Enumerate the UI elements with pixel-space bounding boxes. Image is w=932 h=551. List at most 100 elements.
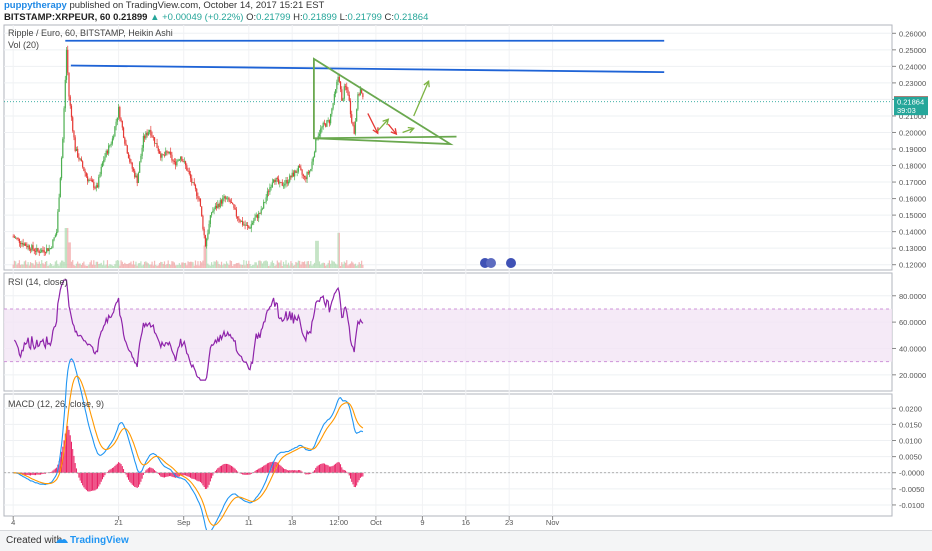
volume-bar (249, 264, 251, 268)
volume-bar (114, 264, 116, 268)
volume-bar (261, 263, 264, 268)
candle-body (264, 201, 266, 203)
price-tick-label: 0.21000 (899, 112, 926, 121)
volume-bar (83, 261, 85, 268)
volume-bar (282, 261, 285, 268)
volume-bar (111, 265, 113, 268)
candle-body (199, 198, 202, 207)
volume-bar (238, 262, 240, 268)
candle-body (352, 122, 354, 126)
candle-body (318, 133, 321, 136)
candle-body (91, 180, 94, 183)
candle-body (263, 202, 265, 209)
volume-bar (189, 261, 192, 268)
volume-bar (160, 261, 162, 268)
candle-body (339, 81, 342, 90)
candle-body (235, 209, 237, 217)
volume-bar (173, 262, 175, 268)
candle-body (256, 214, 259, 219)
volume-bar (305, 264, 307, 268)
candle-body (189, 174, 192, 179)
candle-body (186, 165, 188, 171)
ohlc-high-value: 0.21899 (302, 12, 337, 23)
projection-arrow (402, 127, 414, 134)
candle-body (121, 121, 123, 128)
volume-bar (170, 264, 172, 268)
volume-bar (346, 260, 348, 268)
volume-bar (31, 263, 33, 268)
candle-body (347, 89, 349, 95)
trend-drawings[interactable] (65, 39, 665, 146)
tradingview-brand[interactable]: TradingView (70, 535, 129, 546)
candle-body (239, 220, 241, 222)
candle-body (72, 117, 74, 131)
candle-body (141, 147, 143, 156)
price-tick-label: 0.26000 (899, 29, 926, 38)
candle-body (203, 228, 205, 236)
volume-bar (253, 264, 255, 268)
event-badges[interactable] (480, 258, 516, 268)
price-tick-label: 0.17000 (899, 178, 926, 187)
price-label-text: 39:03 (897, 106, 916, 115)
candle-body (296, 171, 298, 173)
rsi-tick-label: 60.0000 (899, 318, 926, 327)
candle-body (228, 197, 230, 201)
candle-body (232, 202, 234, 205)
volume-bar (339, 265, 342, 268)
candle-body (291, 172, 293, 178)
volume-bar (82, 262, 84, 268)
volume-bar (18, 260, 20, 268)
volume-bar (300, 264, 302, 268)
rsi-band-fill (4, 308, 892, 362)
candle-body (341, 89, 343, 101)
candle-body (279, 182, 281, 184)
volume-bar (79, 263, 81, 268)
candle-body (224, 196, 226, 199)
time-tick-label: 18 (288, 518, 296, 527)
candle-body (220, 200, 223, 204)
macd-line (13, 357, 364, 530)
event-badge-icon[interactable] (506, 258, 516, 268)
candle-body (110, 143, 112, 146)
candle-body (280, 182, 282, 183)
volume-bar (260, 261, 262, 268)
volume-bar (316, 240, 318, 268)
candle-body (59, 178, 61, 198)
candle-body (218, 204, 220, 208)
volume-bar (124, 262, 126, 268)
candle-body (356, 109, 358, 122)
volume-bar (285, 260, 287, 268)
candle-body (357, 94, 359, 110)
volume-bar (308, 264, 311, 268)
candle-body (145, 132, 147, 139)
candle-body (152, 136, 154, 138)
candle-body (51, 247, 53, 249)
candle-body (139, 162, 141, 173)
volume-bar (59, 262, 61, 268)
candle-body (126, 145, 128, 154)
candle-body (32, 245, 34, 250)
candle-body (222, 198, 224, 204)
candlesticks (12, 45, 364, 257)
candle-body (26, 245, 28, 248)
candle-body (354, 121, 357, 134)
event-badge-icon[interactable] (486, 258, 496, 268)
candle-body (349, 100, 352, 115)
candle-body (116, 117, 118, 122)
volume-bar (98, 263, 100, 268)
candle-body (29, 249, 32, 251)
time-tick-label: 9 (420, 518, 424, 527)
candle-body (306, 172, 308, 180)
candle-body (20, 242, 22, 245)
volume-bar (224, 264, 226, 268)
candle-body (348, 94, 350, 101)
volume-bar (171, 261, 173, 268)
volume-bar (292, 265, 295, 268)
volume-bar (217, 261, 219, 268)
author-name[interactable]: puppytherapy (4, 0, 67, 11)
volume-bar (321, 263, 323, 268)
chart-canvas[interactable]: 0.260000.250000.240000.230000.220000.210… (0, 24, 932, 530)
candle-body (265, 197, 267, 202)
candle-body (56, 231, 58, 236)
price-label-box (894, 105, 928, 116)
